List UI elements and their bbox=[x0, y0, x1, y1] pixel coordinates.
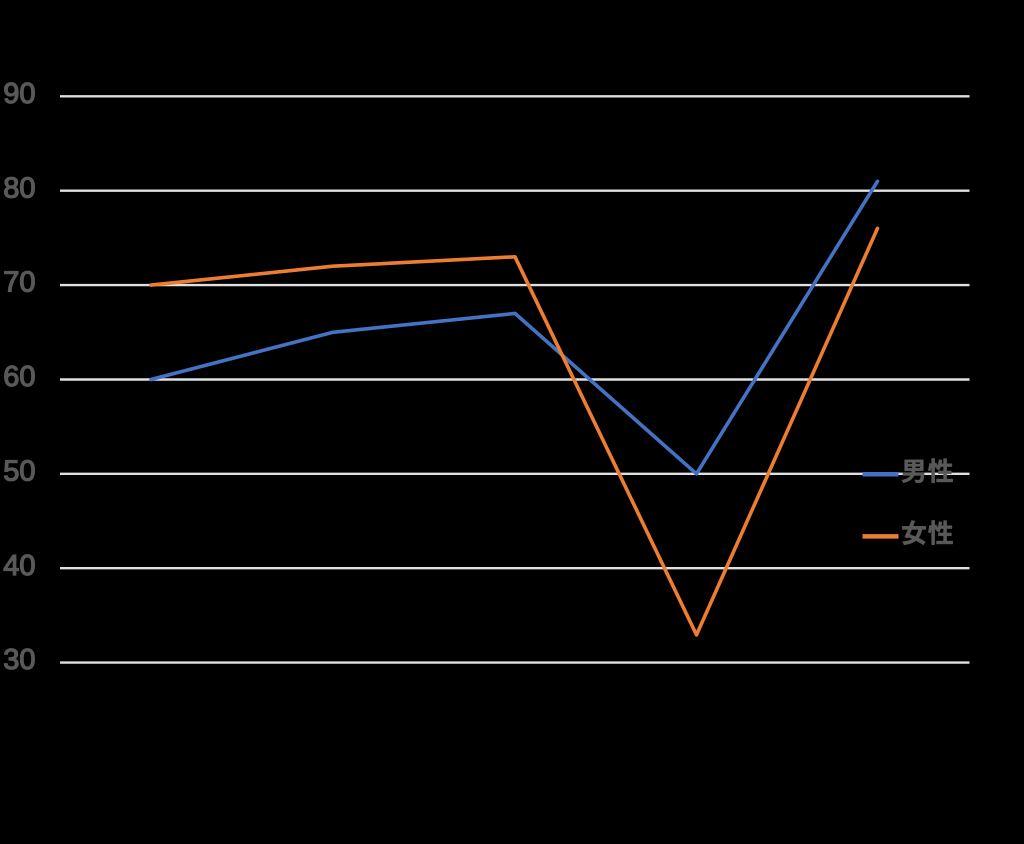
svg-text:70: 70 bbox=[3, 267, 35, 299]
svg-text:50: 50 bbox=[3, 455, 35, 487]
svg-text:40: 40 bbox=[3, 550, 35, 582]
svg-text:30: 30 bbox=[3, 644, 35, 676]
svg-text:60: 60 bbox=[3, 361, 35, 393]
svg-text:80: 80 bbox=[3, 172, 35, 204]
svg-text:90: 90 bbox=[3, 78, 35, 110]
